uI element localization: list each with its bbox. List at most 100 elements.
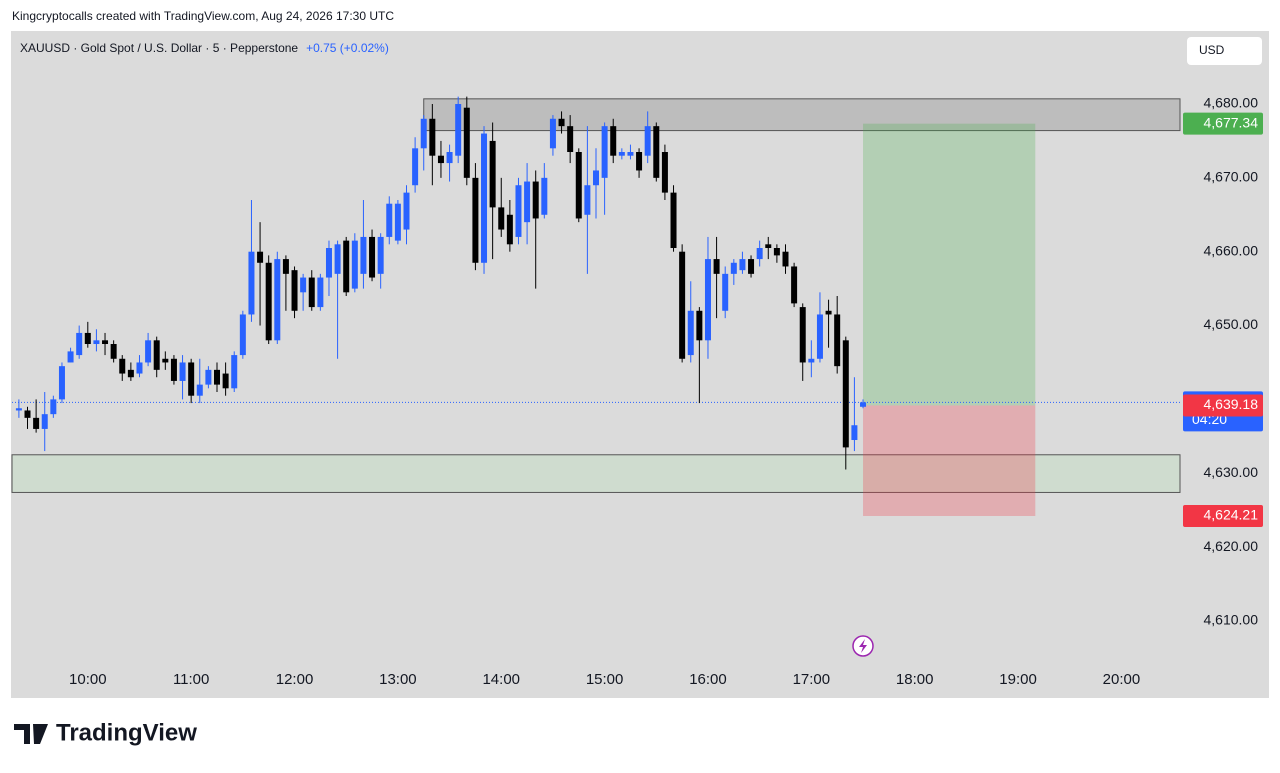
y-tick-label: 4,670.00 [1204, 169, 1259, 185]
candle-body [472, 177, 479, 263]
x-tick-label: 20:00 [1103, 671, 1141, 688]
stop-area [863, 405, 1036, 516]
candle-body [765, 244, 772, 249]
candle-body [653, 126, 660, 178]
candle-body [816, 314, 823, 359]
candle-body [644, 126, 651, 156]
candle-body [618, 152, 625, 156]
candle-body [222, 373, 229, 389]
candle-body [205, 369, 212, 385]
candle-body [102, 340, 109, 345]
candle-body [274, 259, 281, 341]
candle-body [300, 277, 307, 293]
candle-body [248, 251, 255, 315]
candle-body [239, 314, 246, 356]
candle-body [403, 192, 410, 230]
y-tick-label: 4,610.00 [1204, 612, 1259, 628]
candle-body [515, 185, 522, 237]
y-tick-label: 4,650.00 [1204, 316, 1259, 332]
candle-body [351, 240, 358, 289]
stop-label: 4,624.21 [1204, 507, 1259, 523]
price-change: +0.75 (+0.02%) [306, 41, 389, 55]
x-tick-label: 13:00 [379, 671, 417, 688]
candle-body [610, 126, 617, 156]
candle-body [730, 262, 737, 274]
candle-body [636, 152, 643, 171]
candle-body [584, 185, 591, 215]
brand-logo [14, 724, 48, 744]
candle-body [722, 273, 729, 311]
candle-body [360, 236, 367, 274]
candle-body [593, 170, 599, 186]
candle-body [532, 181, 539, 219]
candle-body [429, 118, 436, 156]
stop-label-box [1183, 504, 1263, 527]
candle-body [420, 118, 427, 149]
candle-body [110, 344, 117, 359]
brand: TradingView [56, 719, 197, 746]
candle-body [739, 259, 746, 271]
plot: 10:00 11:00 12:00 13:00 14:00 15:00 16:00 17:00… [11, 95, 1263, 688]
x-tick-label: 16:00 [689, 671, 727, 688]
candle-body [179, 362, 186, 381]
candle-body [661, 152, 668, 193]
candle-body [170, 358, 177, 381]
currency-button[interactable] [1187, 37, 1262, 65]
candle-body [791, 266, 798, 304]
candle-body [24, 410, 31, 418]
candle-body [41, 414, 48, 429]
candle-body [343, 240, 350, 293]
candle-body [119, 358, 126, 374]
candle-body [704, 259, 711, 341]
candle-body [782, 251, 789, 267]
candle-body [825, 310, 832, 315]
target-label: 4,677.34 [1204, 114, 1259, 130]
candle-body [214, 369, 221, 385]
candle-body [93, 340, 100, 345]
candle-body [291, 270, 298, 311]
candle-body [282, 259, 289, 274]
candle-body [575, 152, 582, 219]
candle-body [412, 148, 419, 186]
zone [11, 454, 1181, 493]
candle-body [145, 340, 152, 363]
candle-body [601, 126, 608, 178]
candle-body [386, 203, 393, 237]
x-tick-label: 15:00 [586, 671, 624, 688]
entry-label-box [1183, 394, 1263, 417]
target-label-box [1183, 112, 1263, 135]
y-tick-label: 4,630.00 [1204, 464, 1259, 480]
candle-body [231, 355, 238, 389]
candle-body [84, 332, 91, 345]
x-tick-label: 11:00 [173, 671, 209, 688]
candle-body [713, 259, 720, 274]
candle-body [334, 244, 341, 274]
candle-body [196, 384, 203, 396]
candle-body [188, 362, 195, 396]
candle-body [317, 277, 324, 308]
candle-body [437, 155, 444, 164]
candle-body [394, 203, 401, 241]
target-area [863, 123, 1036, 406]
candle-body [127, 369, 134, 378]
candle-body [549, 118, 556, 149]
candle-body [773, 248, 780, 256]
candle-body [670, 192, 677, 249]
candle-body [834, 314, 841, 367]
candle-body [136, 362, 143, 374]
candle-body [860, 402, 867, 407]
candle-body [541, 177, 548, 215]
candle-body [325, 248, 332, 278]
currency[interactable]: USD [1199, 43, 1225, 57]
zone [423, 98, 1181, 132]
candle-body [489, 140, 496, 208]
candle-body [162, 358, 169, 363]
candle-body [15, 408, 22, 411]
x-tick-label: 19:00 [999, 671, 1037, 688]
candle-body [58, 366, 65, 400]
x-tick-label: 10:00 [69, 671, 107, 688]
candle-body [463, 107, 470, 178]
candle-body [748, 259, 755, 274]
lightning-icon [852, 635, 874, 657]
attribution: Kingcryptocalls created with TradingView… [12, 9, 394, 23]
